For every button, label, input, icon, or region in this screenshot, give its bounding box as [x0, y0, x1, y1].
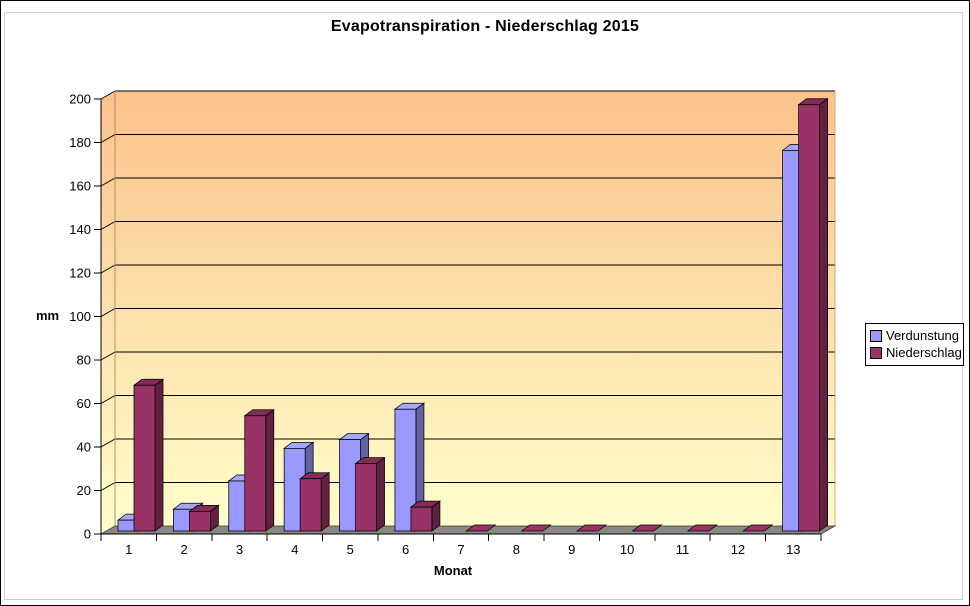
legend-swatch-verdunstung-icon [870, 329, 882, 342]
y-tick-label: 60 [77, 396, 91, 411]
x-tick-label: 10 [620, 542, 634, 557]
bar-face [631, 524, 663, 532]
y-axis-title: mm [36, 308, 60, 323]
y-tick-label: 100 [69, 309, 91, 324]
y-tick-label: 200 [69, 92, 91, 107]
legend-swatch-niederschlag-icon [870, 346, 882, 359]
gridline-connector [100, 177, 116, 187]
bar-face [798, 104, 820, 532]
bar-face [376, 456, 385, 532]
bar-face [265, 408, 275, 532]
bar-niederschlag-month-2 [188, 504, 220, 532]
bar-niederschlag-month-7 [465, 524, 497, 532]
x-tick-label: 2 [180, 542, 187, 557]
x-axis-title: Monat [433, 563, 473, 578]
bar-niederschlag-month-11 [686, 524, 718, 532]
bar-face [686, 524, 718, 532]
bar-niederschlag-month-5 [354, 456, 386, 532]
legend-entry-verdunstung: Verdunstung [870, 327, 960, 344]
bar-niederschlag-month-3 [243, 408, 275, 532]
x-tick-label: 5 [347, 542, 354, 557]
bar-niederschlag-month-13 [797, 97, 829, 532]
x-tick-label: 11 [676, 542, 690, 557]
bar-face [410, 506, 433, 532]
x-tick-label: 9 [568, 542, 575, 557]
legend-label-verdunstung: Verdunstung [886, 328, 960, 343]
bar-face [355, 463, 377, 532]
x-tick-label: 7 [457, 542, 464, 557]
bar-niederschlag-month-10 [631, 524, 663, 532]
y-tick-label: 40 [77, 440, 91, 455]
x-tick-label: 13 [786, 542, 800, 557]
legend: Verdunstung Niederschlag [865, 323, 964, 366]
bar-face [575, 524, 608, 532]
bar-face [520, 524, 552, 532]
y-tick-label: 20 [77, 483, 91, 498]
bar-niederschlag-month-4 [299, 472, 331, 532]
x-tick-label: 3 [236, 542, 243, 557]
chart-title: Evapotranspiration - Niederschlag 2015 [330, 18, 640, 35]
bar-face [742, 524, 774, 532]
gridline-connector [100, 395, 116, 404]
bar-face [154, 378, 164, 532]
x-tick-label: 4 [291, 542, 298, 557]
y-tick-label: 0 [84, 527, 91, 542]
y-tick-label: 120 [69, 266, 91, 281]
gridline-connector [100, 221, 116, 230]
bar-face [244, 415, 267, 532]
bar-niederschlag-month-8 [520, 524, 552, 532]
gridline-connector [100, 134, 116, 143]
bar-face [465, 524, 497, 532]
gridline-connector [100, 308, 116, 317]
y-tick-label: 140 [69, 222, 91, 237]
bar-face [133, 384, 156, 532]
gridline-connector [100, 438, 116, 448]
bar-face [299, 478, 322, 532]
y-tick-label: 160 [69, 179, 91, 194]
x-tick-label: 8 [513, 542, 520, 557]
x-tick-label: 6 [402, 542, 409, 557]
gridline-connector [100, 482, 116, 491]
chart-frame [4, 12, 963, 600]
x-tick-label: 12 [731, 542, 745, 557]
y-tick-label: 180 [69, 135, 91, 150]
bar-niederschlag-month-12 [742, 524, 774, 532]
gridline-connector [100, 264, 116, 274]
bar-face [189, 511, 211, 532]
bar-niederschlag-month-6 [409, 500, 442, 532]
bar-niederschlag-month-1 [132, 378, 165, 532]
gridline-connector [100, 90, 116, 100]
bar-face [819, 97, 828, 532]
bar-face [320, 472, 330, 532]
y-tick-label: 80 [77, 353, 91, 368]
gridline-connector [100, 351, 116, 361]
x-tick-label: 1 [125, 542, 132, 557]
legend-entry-niederschlag: Niederschlag [870, 344, 962, 361]
bar-niederschlag-month-9 [575, 524, 608, 532]
legend-label-niederschlag: Niederschlag [886, 345, 962, 360]
